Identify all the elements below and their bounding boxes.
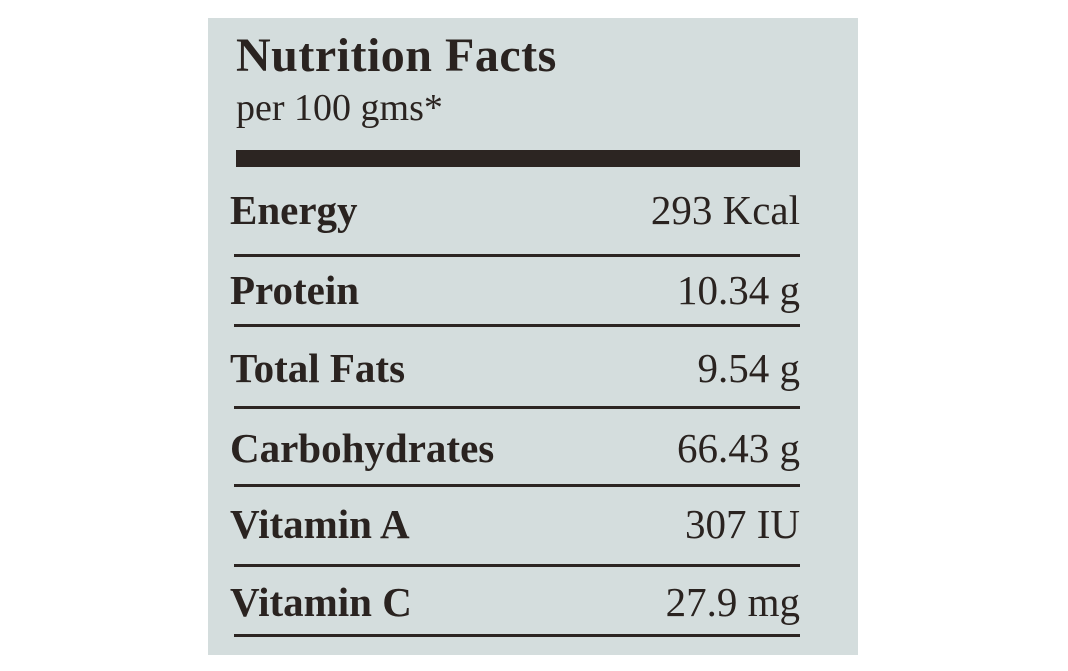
row-rule [234,484,800,487]
nutrient-value: 9.54 g [697,345,801,391]
row-rule [234,254,800,257]
nutrient-value: 307 IU [684,501,800,547]
nutrient-name: Energy [230,187,358,233]
row-rule [234,564,800,567]
row-rule [234,634,800,637]
nutrient-name: Protein [230,267,360,313]
nutrient-name: Carbohydrates [230,425,495,471]
nutrition-panel: Nutrition Facts per 100 gms* Energy 293 K… [208,18,858,655]
row-rule [234,324,800,327]
nutrient-name: Total Fats [230,345,406,391]
nutrient-name: Vitamin A [230,501,410,547]
nutrient-value: 66.43 g [677,425,800,471]
row-rule [234,406,800,409]
thick-bar [236,150,800,167]
title: Nutrition Facts [236,29,557,82]
nutrient-value: 27.9 mg [665,579,800,625]
subtitle: per 100 gms* [236,87,443,129]
nutrient-value: 293 Kcal [650,187,800,233]
nutrient-value: 10.34 g [677,267,800,313]
nutrient-name: Vitamin C [230,579,412,625]
